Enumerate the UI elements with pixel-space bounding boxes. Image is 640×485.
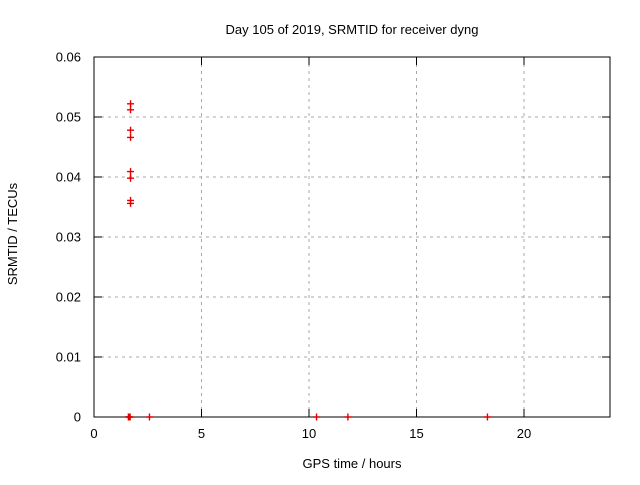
data-point-marker	[483, 413, 491, 421]
y-tick-label: 0.01	[56, 350, 81, 365]
x-tick-label: 0	[90, 426, 97, 441]
data-point-marker	[313, 413, 321, 421]
x-tick-label: 10	[302, 426, 316, 441]
data-point-marker	[127, 106, 135, 114]
data-points	[124, 100, 491, 421]
x-tick-label: 20	[517, 426, 531, 441]
data-point-marker	[127, 100, 135, 108]
data-point-marker	[344, 413, 352, 421]
data-point-marker	[145, 413, 153, 421]
chart-title: Day 105 of 2019, SRMTID for receiver dyn…	[226, 22, 479, 37]
tick-labels: 0 5 10 15 20 0 0.01 0.02 0.03 0.04 0.05 0.06	[56, 50, 532, 442]
data-point-marker	[126, 413, 134, 421]
gridlines	[94, 57, 610, 417]
x-axis-label: GPS time / hours	[303, 456, 402, 471]
data-point-marker	[127, 133, 135, 141]
plot-border	[93, 56, 611, 418]
data-point-marker	[127, 174, 135, 182]
y-tick-label: 0.05	[56, 110, 81, 125]
data-point-marker	[127, 168, 135, 176]
y-tick-label: 0.02	[56, 290, 81, 305]
y-axis-label: SRMTID / TECUs	[5, 182, 20, 285]
y-tick-label: 0.04	[56, 170, 81, 185]
x-tick-label: 5	[198, 426, 205, 441]
data-point-marker	[127, 199, 135, 207]
x-tick-label: 15	[409, 426, 423, 441]
y-tick-label: 0.03	[56, 230, 81, 245]
y-tick-label: 0.06	[56, 50, 81, 65]
data-point-marker	[127, 126, 135, 134]
y-tick-label: 0	[74, 410, 81, 425]
